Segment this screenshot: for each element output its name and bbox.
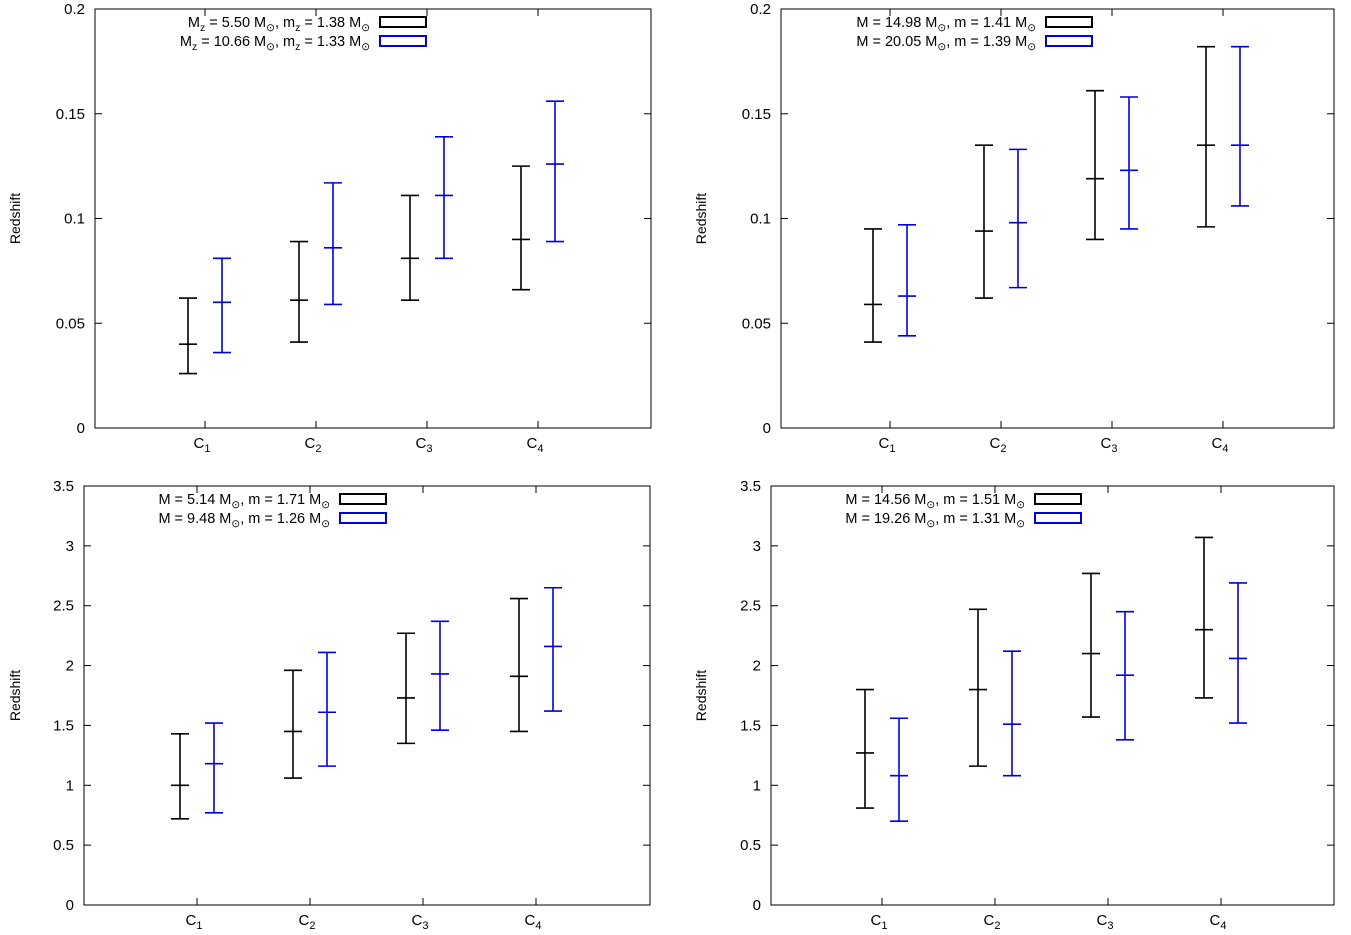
y-tick-label: 1.5 [53, 717, 74, 734]
legend-swatch [339, 493, 387, 505]
y-tick-label: 0 [753, 897, 761, 914]
plot-frame [94, 8, 652, 429]
y-tick-label: 0.05 [56, 315, 85, 332]
y-tick-label: 0.1 [64, 211, 85, 228]
x-tick-label: C1 [186, 912, 203, 932]
legend-label: M = 9.48 M⊙, m = 1.26 M⊙ [158, 511, 330, 530]
x-tick-label: C1 [871, 912, 888, 932]
legend-swatch [1045, 35, 1093, 47]
x-tick-label: C4 [527, 435, 544, 455]
y-tick-label: 3.5 [53, 478, 74, 495]
y-tick-label: 0.05 [742, 315, 771, 332]
x-tick-label: C3 [416, 435, 433, 455]
x-tick-label: C3 [1101, 435, 1118, 455]
y-tick-label: 1 [753, 777, 761, 794]
y-tick-label: 2 [753, 658, 761, 675]
legend-label: Mz = 10.66 M⊙, mz = 1.33 M⊙ [180, 34, 370, 53]
y-tick-label: 2.5 [53, 598, 74, 615]
x-tick-label: C3 [1097, 912, 1114, 932]
chart-panel-3: 0 0.5 1 1.5 2 2.5 3 3.5 C1 C2 C3 C4 Redshift M = 5.14… [7, 478, 651, 932]
y-tick-label: 0.1 [750, 211, 771, 228]
x-tick-label: C4 [1212, 435, 1229, 455]
x-tick-label: C2 [990, 435, 1007, 455]
plot-frame [770, 485, 1335, 906]
y-axis-label: Redshift [7, 193, 23, 244]
y-tick-label: 0.15 [56, 106, 85, 123]
y-tick-label: 0.15 [742, 106, 771, 123]
legend-swatch [339, 512, 387, 524]
legend-swatch [379, 16, 427, 28]
plot-frame [780, 8, 1335, 429]
y-tick-label: 0.2 [64, 1, 85, 18]
legend-label: M = 19.26 M⊙, m = 1.31 M⊙ [845, 511, 1025, 530]
legend-swatch [1034, 493, 1082, 505]
x-tick-label: C2 [299, 912, 316, 932]
x-tick-label: C4 [1210, 912, 1227, 932]
legend-label: M = 20.05 M⊙, m = 1.39 M⊙ [856, 34, 1036, 53]
x-tick-label: C1 [879, 435, 896, 455]
y-axis-label: Redshift [693, 670, 709, 721]
y-tick-label: 1 [66, 777, 74, 794]
y-tick-label: 3 [753, 538, 761, 555]
legend-swatch [1045, 16, 1093, 28]
legend-label: M = 14.98 M⊙, m = 1.41 M⊙ [856, 15, 1036, 34]
y-tick-label: 3.5 [740, 478, 761, 495]
y-tick-label: 0.5 [53, 837, 74, 854]
y-axis-label: Redshift [693, 193, 709, 244]
y-tick-label: 3 [66, 538, 74, 555]
chart-panel-1: 0 0.05 0.1 0.15 0.2 C1 C2 C3 C4 Redshift Mz = 5.50… [7, 1, 652, 455]
x-tick-label: C3 [412, 912, 429, 932]
y-tick-label: 2.5 [740, 598, 761, 615]
legend-label: Mz = 5.50 M⊙, mz = 1.38 M⊙ [188, 15, 370, 34]
legend-swatch [379, 35, 427, 47]
x-tick-label: C2 [305, 435, 322, 455]
chart-panel-4: 0 0.5 1 1.5 2 2.5 3 3.5 C1 C2 C3 C4 Redshift M = 14.5… [693, 478, 1335, 932]
legend-label: M = 14.56 M⊙, m = 1.51 M⊙ [845, 492, 1025, 511]
y-tick-label: 0.5 [740, 837, 761, 854]
legend-swatch [1034, 512, 1082, 524]
y-tick-label: 0 [763, 420, 771, 437]
chart-panel-2: 0 0.05 0.1 0.15 0.2 C1 C2 C3 C4 Redshift M = 14.98… [693, 1, 1335, 455]
x-tick-label: C1 [194, 435, 211, 455]
y-tick-label: 0 [66, 897, 74, 914]
x-tick-label: C2 [984, 912, 1001, 932]
legend-label: M = 5.14 M⊙, m = 1.71 M⊙ [158, 492, 330, 511]
y-tick-label: 0.2 [750, 1, 771, 18]
x-tick-label: C4 [525, 912, 542, 932]
y-tick-label: 1.5 [740, 717, 761, 734]
y-axis-label: Redshift [7, 670, 23, 721]
y-tick-label: 2 [66, 658, 74, 675]
plot-frame [83, 485, 651, 906]
y-tick-label: 0 [77, 420, 85, 437]
